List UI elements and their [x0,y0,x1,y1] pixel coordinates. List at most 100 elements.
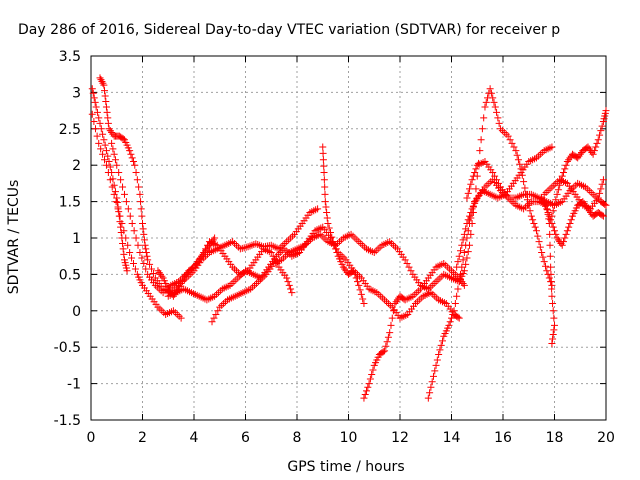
data-point-marker [218,301,226,309]
data-point-marker [140,236,148,244]
data-point-marker [191,261,199,269]
data-point-marker [489,168,497,176]
data-point-marker [472,165,480,173]
data-point-marker [336,250,344,258]
data-point-marker [124,241,132,249]
data-point-marker [467,230,475,238]
data-point-marker [117,176,125,184]
data-point-marker [349,232,357,240]
data-point-marker [576,150,584,158]
data-point-marker [540,258,548,266]
data-point-marker [113,199,121,207]
data-point-marker [546,185,554,193]
data-point-marker [545,274,553,282]
data-point-marker [355,272,363,280]
data-point-marker [325,224,333,232]
data-point-marker [510,143,518,151]
data-point-marker [366,375,374,383]
data-point-marker [460,249,468,257]
data-point-marker [220,300,228,308]
data-point-marker [260,272,268,280]
data-point-marker [531,223,539,231]
data-point-marker [429,290,437,298]
data-point-marker [236,245,244,253]
data-point-marker [105,125,113,133]
data-point-marker [129,158,137,166]
data-point-marker [320,176,328,184]
y-tick-label: 0 [72,304,81,320]
data-point-marker [552,196,560,204]
data-point-marker [321,183,329,191]
data-point-marker [561,165,569,173]
data-point-marker [460,230,468,238]
data-point-marker [102,103,110,111]
data-point-marker [274,250,282,258]
data-point-marker [384,300,392,308]
data-point-marker [550,326,558,334]
data-point-marker [562,230,570,238]
data-point-marker [310,207,318,215]
data-point-marker [126,147,134,155]
data-point-marker [491,172,499,180]
data-point-marker [97,125,105,133]
x-tick-label: 8 [293,430,302,446]
data-point-marker [547,278,555,286]
data-point-marker [592,143,600,151]
data-point-marker [532,227,540,235]
series-track-9 [424,143,556,402]
data-point-marker [428,378,436,386]
data-point-marker [477,136,485,144]
data-point-marker [117,229,125,237]
data-point-marker [494,114,502,122]
data-point-marker [546,241,554,249]
data-point-marker [149,269,157,277]
data-point-marker [490,98,498,106]
data-point-marker [341,265,349,273]
data-point-marker [105,158,113,166]
data-point-marker [432,278,440,286]
data-point-marker [407,267,415,275]
data-point-marker [315,225,323,233]
data-point-marker [566,154,574,162]
chart-title: Day 286 of 2016, Sidereal Day-to-day VTE… [18,22,560,38]
data-point-marker [552,230,560,238]
data-point-marker [502,130,510,138]
data-point-marker [454,313,462,321]
series-track-1 [88,110,185,322]
data-point-marker [467,209,475,217]
data-point-marker [549,335,557,343]
data-point-marker [485,179,493,187]
data-point-marker [103,108,111,116]
data-point-marker [429,372,437,380]
data-point-marker [352,274,360,282]
data-point-marker [567,216,575,224]
data-point-marker [208,318,216,326]
data-point-marker [372,247,380,255]
data-point-marker [462,225,470,233]
data-point-marker [599,212,607,220]
x-tick-label: 6 [241,430,250,446]
data-point-marker [381,296,389,304]
data-point-marker [281,239,289,247]
data-point-marker [369,366,377,374]
data-point-marker [516,192,524,200]
data-point-marker [350,267,358,275]
data-point-marker [222,283,230,291]
series-track-3 [96,74,322,297]
series-track-7 [319,143,368,308]
data-point-marker [581,201,589,209]
data-point-marker [135,183,143,191]
data-point-marker [598,180,606,188]
data-point-marker [277,243,285,251]
data-point-marker [114,203,122,211]
data-point-marker [415,287,423,295]
data-point-marker [482,98,490,106]
data-point-marker [113,161,121,169]
data-point-marker [597,185,605,193]
data-point-marker [101,92,109,100]
data-point-marker [462,260,470,268]
data-point-marker [323,214,331,222]
data-point-marker [156,305,164,313]
data-point-marker [330,241,338,249]
data-point-marker [481,103,489,111]
